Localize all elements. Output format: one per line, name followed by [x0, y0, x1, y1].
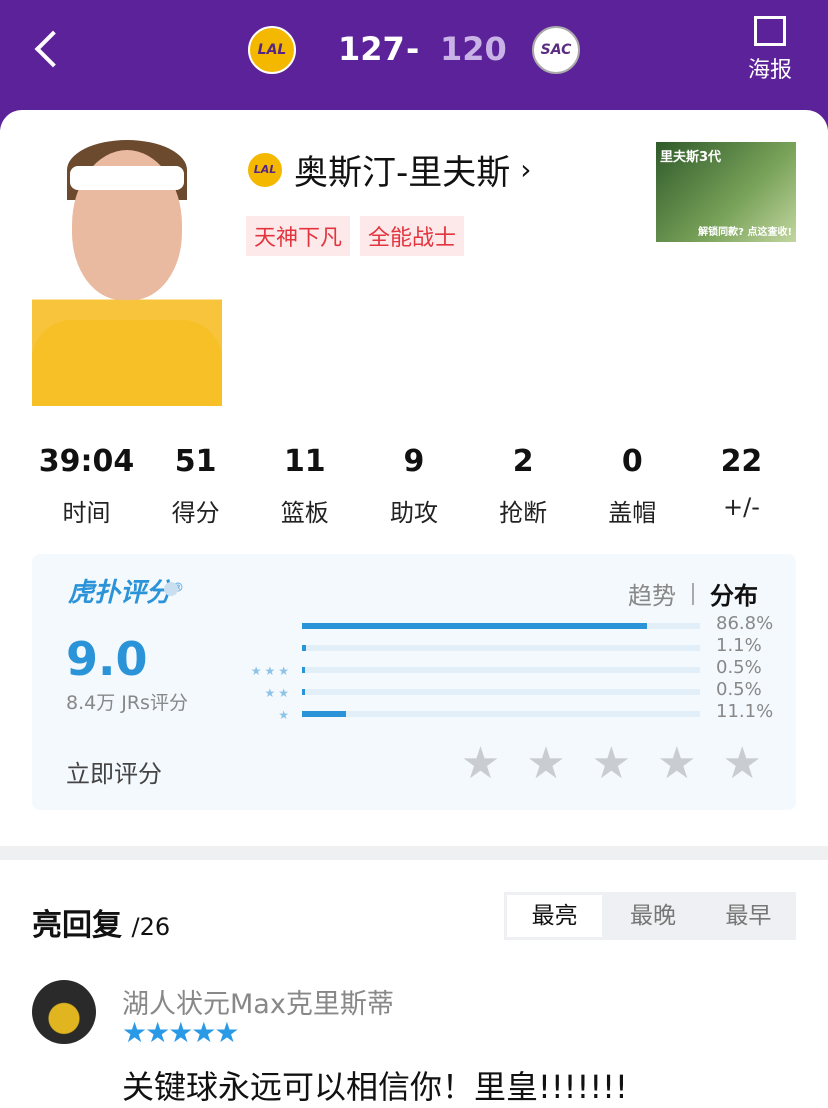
score-separator: - [406, 30, 420, 68]
sort-latest[interactable]: 最晚 [629, 903, 676, 929]
bar-track [302, 711, 700, 717]
distribution-row: 86.8% [232, 613, 792, 640]
distribution-bars: 86.8% 1.1% ★★★ 0.5% ★★ 0.5% ★ 11.1% [232, 613, 792, 728]
player-name: 奥斯汀-里夫斯 [294, 153, 511, 193]
rating-count: 8.4万 JRs评分 [66, 692, 188, 714]
bar-percent: 0.5% [716, 679, 762, 700]
star-icons: ★★★ [250, 664, 292, 678]
bar-percent: 0.5% [716, 657, 762, 678]
rate-star-3[interactable]: ★ [591, 738, 632, 789]
rating-score: 9.0 [66, 632, 148, 686]
replies-title: 亮回复 /26 [32, 908, 171, 943]
bar-percent: 11.1% [716, 701, 774, 722]
sort-earliest[interactable]: 最早 [725, 903, 772, 929]
bar-track [302, 645, 700, 651]
star-icons: ★★ [264, 686, 292, 700]
stat-points: 51 得分 [171, 444, 220, 527]
reply-star-rating: ★★★★★ [122, 1016, 240, 1049]
player-tags: 天神下凡 全能战士 [246, 216, 465, 256]
star-icons: ★ [278, 708, 292, 722]
bar-fill [302, 711, 347, 717]
home-score: 127 [338, 30, 405, 68]
distribution-row: ★★★ 0.5% [232, 657, 792, 684]
bar-fill [302, 667, 306, 673]
bar-track [302, 623, 700, 629]
stat-rebounds: 11 篮板 [280, 444, 329, 527]
bar-fill [302, 689, 306, 695]
ad-banner[interactable]: 里夫斯3代 解锁同款? 点这查收! [656, 142, 796, 242]
tag: 天神下凡 [246, 216, 351, 256]
stat-time: 39:04 时间 [38, 444, 135, 527]
lakers-logo[interactable]: LAL [248, 26, 296, 74]
bar-fill [302, 623, 648, 629]
reply-text: 关键球永远可以相信你！里皇!!!!!!! [122, 1068, 628, 1106]
rating-panel: 虎扑评分® 趋势 分布 9.0 8.4万 JRs评分 86.8% 1.1% ★★★ 0… [32, 554, 796, 810]
section-divider [0, 846, 828, 860]
image-icon [753, 16, 786, 46]
ad-title: 里夫斯3代 [660, 150, 722, 165]
tab-divider [692, 582, 694, 605]
bar-percent: 1.1% [716, 635, 762, 656]
rate-star-1[interactable]: ★ [460, 738, 501, 789]
rate-now-label: 立即评分 [66, 760, 162, 788]
distribution-row: 1.1% [232, 635, 792, 662]
ad-subtitle: 解锁同款? 点这查收! [698, 227, 792, 238]
back-button[interactable] [34, 30, 60, 70]
sort-toggle: 最亮 最晚 最早 [504, 892, 796, 940]
bar-track [302, 667, 700, 673]
stat-plus-minus: 22 +/- [720, 444, 763, 521]
bar-track [302, 689, 700, 695]
rate-star-2[interactable]: ★ [526, 738, 566, 789]
game-header: LAL 127 - 120 SAC 海报 [0, 0, 828, 130]
rate-stars: ★ ★ ★ ★ ★ [461, 742, 762, 786]
sort-brightest[interactable]: 最亮 [507, 895, 603, 937]
player-photo [32, 140, 222, 406]
bar-fill [302, 645, 307, 651]
tag: 全能战士 [360, 216, 465, 256]
stat-steals: 2 抢断 [499, 444, 548, 527]
distribution-row: ★ 11.1% [232, 701, 792, 728]
tab-distribution[interactable]: 分布 [710, 582, 758, 610]
chevron-right-icon: › [520, 153, 532, 186]
player-name-link[interactable]: LAL 奥斯汀-里夫斯 › [246, 145, 531, 194]
stat-blocks: 0 盖帽 [608, 444, 657, 527]
stat-assists: 9 助攻 [389, 444, 438, 527]
replies-count: /26 [131, 913, 171, 941]
tab-trend[interactable]: 趋势 [628, 582, 676, 610]
reply-username[interactable]: 湖人状元Max克里斯蒂 [122, 989, 394, 1020]
kings-logo[interactable]: SAC [532, 26, 580, 74]
stat-line: 39:04 时间 51 得分 11 篮板 9 助攻 2 抢断 0 盖帽 22 +/- [32, 444, 796, 528]
poster-button[interactable]: 海报 [748, 16, 792, 84]
info-icon[interactable] [164, 582, 178, 596]
avatar[interactable] [32, 980, 96, 1044]
poster-label: 海报 [747, 58, 792, 83]
distribution-row: ★★ 0.5% [232, 679, 792, 706]
away-score: 120 [440, 30, 507, 68]
bar-percent: 86.8% [716, 613, 774, 634]
rate-star-5[interactable]: ★ [722, 738, 762, 789]
team-logo: LAL [246, 150, 284, 189]
rate-star-4[interactable]: ★ [657, 738, 697, 789]
